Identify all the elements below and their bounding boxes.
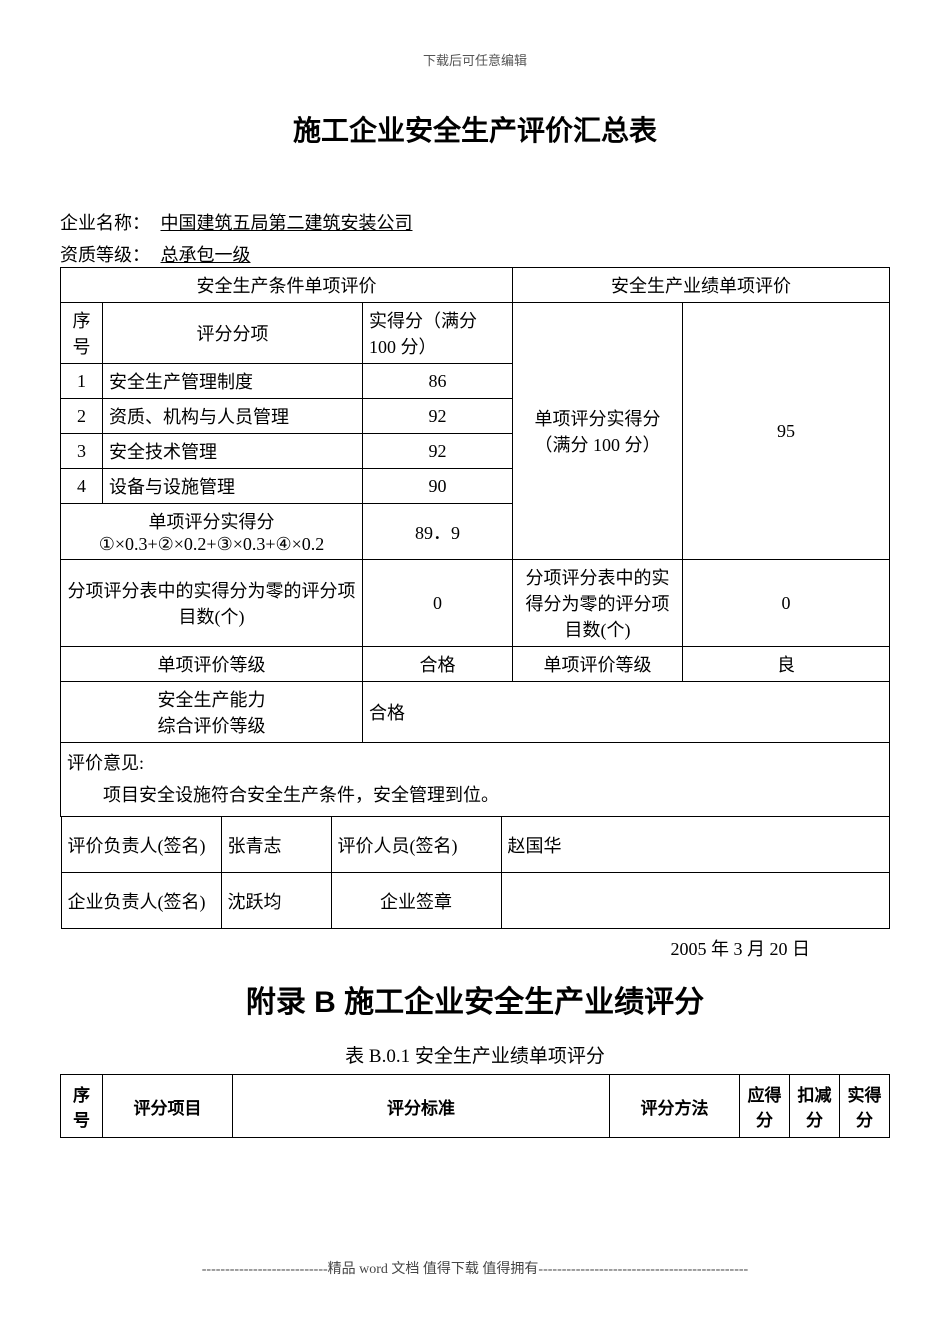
apx-col-actual: 实得分 [840, 1075, 890, 1138]
table-row: 单项评价等级 合格 单项评价等级 良 [61, 647, 890, 682]
staff-label: 评价人员(签名) [331, 817, 501, 873]
row-score: 92 [363, 434, 513, 469]
resp-value: 张青志 [221, 817, 331, 873]
table-row: 序号 评分分项 实得分（满分 100 分） 单项评分实得分（满分 100 分） … [61, 303, 890, 364]
summary-table: 安全生产条件单项评价 安全生产业绩单项评价 序号 评分分项 实得分（满分 100… [60, 267, 890, 929]
seal-label: 企业签章 [331, 873, 501, 929]
resp-label: 评价负责人(签名) [61, 817, 221, 873]
main-title: 施工企业安全生产评价汇总表 [60, 109, 890, 149]
seal-value [501, 873, 889, 929]
row-score: 92 [363, 399, 513, 434]
company-grade-line: 资质等级： 总承包一级 [60, 241, 890, 267]
row-seq: 4 [61, 469, 103, 504]
table-row: 安全生产能力 综合评价等级 合格 [61, 682, 890, 743]
row-seq: 2 [61, 399, 103, 434]
weighted-label-l2: ①×0.3+②×0.2+③×0.3+④×0.2 [99, 534, 325, 554]
row-item: 资质、机构与人员管理 [103, 399, 363, 434]
opinion-text: 项目安全设施符合安全生产条件，安全管理到位。 [103, 785, 499, 805]
right-block-label: 单项评分实得分（满分 100 分） [513, 303, 683, 560]
overall-label-l1: 安全生产能力 [158, 690, 266, 710]
weighted-label: 单项评分实得分 ①×0.3+②×0.2+③×0.3+④×0.2 [61, 504, 363, 560]
row-seq: 1 [61, 364, 103, 399]
section-header-right: 安全生产业绩单项评价 [513, 268, 890, 303]
overall-label: 安全生产能力 综合评价等级 [61, 682, 363, 743]
ent-resp-value: 沈跃均 [221, 873, 331, 929]
row-item: 设备与设施管理 [103, 469, 363, 504]
company-name-value: 中国建筑五局第二建筑安装公司 [155, 213, 419, 233]
document-page: 下载后可任意编辑 施工企业安全生产评价汇总表 企业名称： 中国建筑五局第二建筑安… [0, 0, 950, 1318]
row-score: 86 [363, 364, 513, 399]
table-row: 评价意见: 项目安全设施符合安全生产条件，安全管理到位。 [61, 743, 890, 817]
footer-line: ---------------------------精品 word 文档 值得… [60, 1258, 890, 1278]
company-name-line: 企业名称： 中国建筑五局第二建筑安装公司 [60, 209, 890, 235]
date-line: 2005 年 3 月 20 日 [60, 929, 890, 971]
row-seq: 3 [61, 434, 103, 469]
signature-subtable: 评价负责人(签名) 张青志 评价人员(签名) 赵国华 企业负责人(签名) 沈跃均… [61, 817, 890, 930]
apx-col-full: 应得分 [740, 1075, 790, 1138]
ent-resp-label: 企业负责人(签名) [61, 873, 221, 929]
overall-label-l2: 综合评价等级 [158, 716, 266, 736]
right-block-value: 95 [683, 303, 890, 560]
appendix-subtitle: 表 B.0.1 安全生产业绩单项评分 [60, 1041, 890, 1068]
row-score: 90 [363, 469, 513, 504]
col-seq: 序号 [61, 303, 103, 364]
table-row: 分项评分表中的实得分为零的评分项目数(个) 0 分项评分表中的实得分为零的评分项… [61, 560, 890, 647]
zero-right-value: 0 [683, 560, 890, 647]
company-grade-label: 资质等级： [60, 245, 150, 265]
grade-right-value: 良 [683, 647, 890, 682]
apx-col-standard: 评分标准 [233, 1075, 610, 1138]
col-item: 评分分项 [103, 303, 363, 364]
section-header-left: 安全生产条件单项评价 [61, 268, 513, 303]
apx-col-method: 评分方法 [610, 1075, 740, 1138]
apx-col-deduct: 扣减分 [790, 1075, 840, 1138]
zero-right-label: 分项评分表中的实得分为零的评分项目数(个) [513, 560, 683, 647]
opinion-cell: 评价意见: 项目安全设施符合安全生产条件，安全管理到位。 [61, 743, 890, 817]
apx-col-seq: 序号 [61, 1075, 103, 1138]
grade-right-label: 单项评价等级 [513, 647, 683, 682]
table-row: 序号 评分项目 评分标准 评分方法 应得分 扣减分 实得分 [61, 1075, 890, 1138]
header-note: 下载后可任意编辑 [60, 50, 890, 69]
grade-left-label: 单项评价等级 [61, 647, 363, 682]
col-score: 实得分（满分 100 分） [363, 303, 513, 364]
table-row: 安全生产条件单项评价 安全生产业绩单项评价 [61, 268, 890, 303]
opinion-label: 评价意见: [67, 753, 144, 773]
company-name-label: 企业名称： [60, 213, 150, 233]
staff-value: 赵国华 [501, 817, 889, 873]
appendix-title: 附录 B 施工企业安全生产业绩评分 [60, 977, 890, 1021]
table-row: 评价负责人(签名) 张青志 评价人员(签名) 赵国华 企业负责人(签名) 沈跃均… [61, 816, 890, 929]
grade-left-value: 合格 [363, 647, 513, 682]
company-grade-value: 总承包一级 [155, 245, 257, 265]
zero-left-label: 分项评分表中的实得分为零的评分项目数(个) [61, 560, 363, 647]
weighted-value: 89．9 [363, 504, 513, 560]
zero-left-value: 0 [363, 560, 513, 647]
apx-col-item: 评分项目 [103, 1075, 233, 1138]
weighted-label-l1: 单项评分实得分 [149, 512, 275, 532]
overall-value: 合格 [363, 682, 890, 743]
row-item: 安全技术管理 [103, 434, 363, 469]
row-item: 安全生产管理制度 [103, 364, 363, 399]
appendix-table: 序号 评分项目 评分标准 评分方法 应得分 扣减分 实得分 [60, 1074, 890, 1138]
